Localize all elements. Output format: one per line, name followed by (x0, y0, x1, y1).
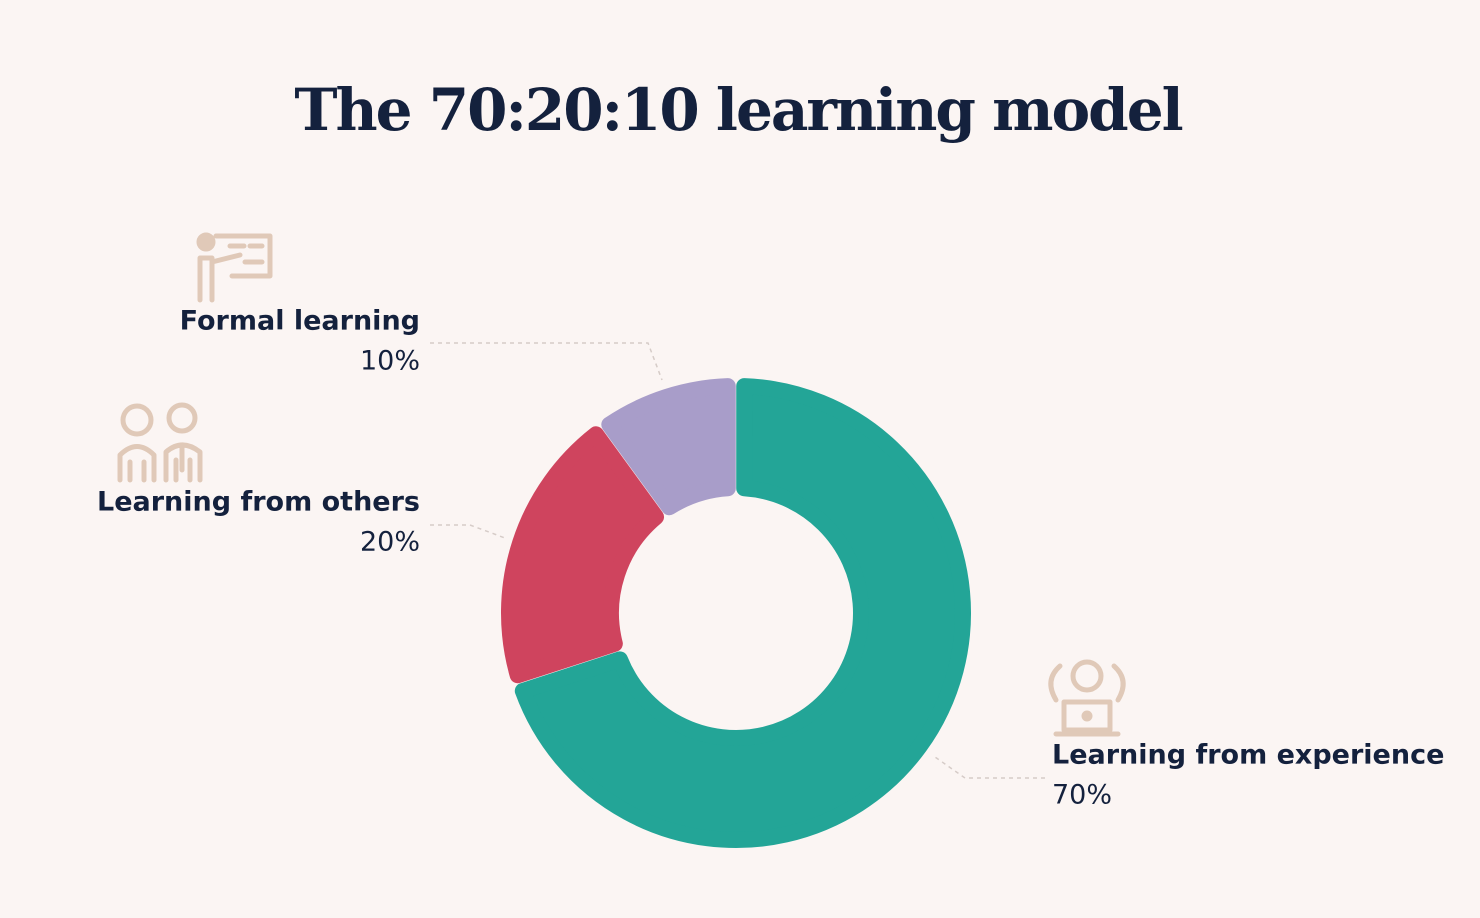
category-label: Learning from experience (1052, 740, 1444, 771)
value-label: 20% (360, 527, 420, 558)
donut-segment (514, 378, 971, 848)
category-label: Learning from others (97, 487, 420, 518)
donut-segment (501, 426, 665, 684)
category-label: Formal learning (180, 306, 420, 337)
chart-title: The 70:20:10 learning model (294, 76, 1182, 144)
value-label: 70% (1052, 780, 1112, 811)
icon-teacher (196, 232, 273, 303)
icon-people (117, 402, 203, 483)
value-label: 10% (360, 346, 420, 377)
leader-line (430, 524, 506, 539)
leader-line (430, 342, 663, 381)
donut-segment (601, 378, 736, 516)
icon-experience (1048, 659, 1126, 737)
leader-line (934, 756, 1045, 779)
